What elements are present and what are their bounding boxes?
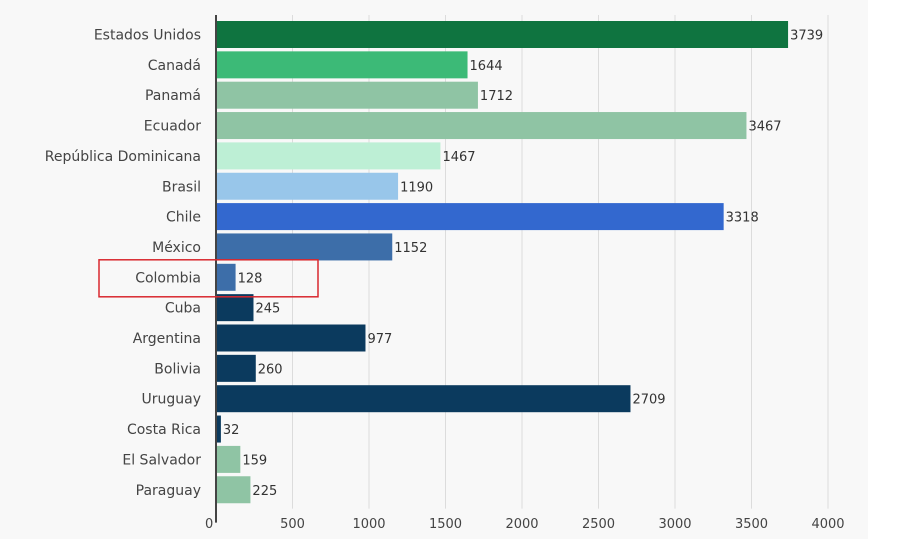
value-label: 2709 <box>632 393 665 408</box>
bar <box>216 112 747 140</box>
value-label: 1644 <box>470 59 503 74</box>
bar <box>216 81 478 109</box>
category-label: Paraguay <box>136 483 201 499</box>
highlight-box <box>98 259 319 298</box>
value-label: 1467 <box>442 150 475 165</box>
value-label: 225 <box>252 484 277 499</box>
category-label: Ecuador <box>144 119 201 135</box>
bar <box>216 172 399 200</box>
bar <box>216 445 241 473</box>
category-label: Costa Rica <box>127 422 201 438</box>
bar <box>216 203 724 231</box>
category-label: Brasil <box>162 179 201 195</box>
category-label: Argentina <box>133 331 201 347</box>
x-tick-label: 2000 <box>505 517 538 532</box>
category-label: México <box>152 240 201 256</box>
bar <box>216 21 789 48</box>
value-label: 3318 <box>726 211 759 226</box>
bar <box>216 263 236 291</box>
category-label: Bolivia <box>154 361 201 377</box>
x-tick-label: 3000 <box>658 517 691 532</box>
category-label: Chile <box>166 210 201 226</box>
x-tick-label: 4000 <box>811 517 844 532</box>
value-label: 245 <box>255 302 280 317</box>
x-tick-label: 1500 <box>429 517 462 532</box>
value-label: 3467 <box>748 120 781 135</box>
x-tick-label: 500 <box>280 517 305 532</box>
bar <box>216 142 441 170</box>
value-label: 159 <box>242 453 267 468</box>
bar <box>216 354 256 382</box>
category-label: Cuba <box>165 301 201 317</box>
x-tick-label: 0 <box>205 517 213 532</box>
category-label: Uruguay <box>142 392 202 408</box>
value-label: 3739 <box>790 29 823 44</box>
value-label: 32 <box>223 423 240 438</box>
x-tick-label: 3500 <box>735 517 768 532</box>
x-axis-tick-labels: 0 500 1000 1500 2000 2500 3000 3500 4000 <box>205 517 845 532</box>
value-label: 1712 <box>480 89 513 104</box>
bar <box>216 294 254 322</box>
value-label: 128 <box>238 271 263 286</box>
value-label: 260 <box>258 362 283 377</box>
value-labels: 3739 1644 1712 3467 1467 1190 3318 1152 128 245 97… <box>223 29 823 499</box>
category-label: El Salvador <box>122 452 201 468</box>
category-label: República Dominicana <box>45 149 201 165</box>
x-tick-label: 1000 <box>352 517 385 532</box>
bar <box>216 415 221 443</box>
bar <box>216 51 468 79</box>
bar <box>216 233 393 261</box>
bar <box>216 385 631 413</box>
bars <box>216 21 789 504</box>
value-label: 977 <box>367 332 392 347</box>
x-tick-label: 2500 <box>582 517 615 532</box>
category-label: Colombia <box>135 270 201 286</box>
category-label: Estados Unidos <box>94 28 201 44</box>
value-label: 1190 <box>400 180 433 195</box>
bar <box>216 476 251 504</box>
category-label: Panamá <box>145 88 201 104</box>
category-labels: Estados Unidos Canadá Panamá Ecuador Repúbli… <box>45 28 201 499</box>
bar <box>216 324 366 352</box>
category-label: Canadá <box>148 58 201 74</box>
value-label: 1152 <box>394 241 427 256</box>
